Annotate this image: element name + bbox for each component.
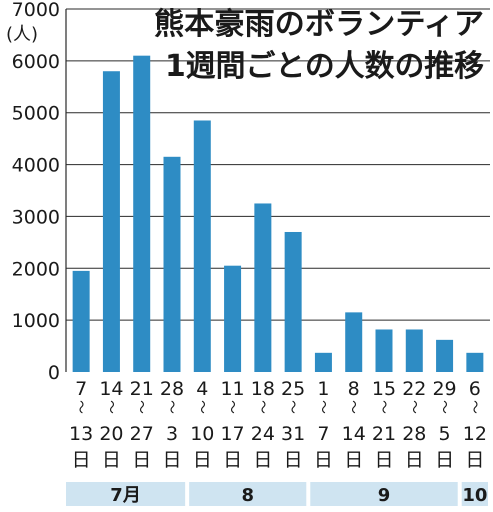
y-tick-label: 7000 (12, 0, 60, 21)
x-tick-start: 29 (432, 378, 456, 400)
x-tick-range-mark: 〜 (102, 400, 118, 414)
y-tick-label: 6000 (12, 51, 60, 73)
x-tick-start: 11 (220, 378, 244, 400)
bars (72, 55, 484, 373)
y-tick-label: 4000 (12, 155, 60, 177)
x-tick-unit: 日 (314, 449, 333, 471)
x-tick-end: 5 (439, 423, 451, 445)
x-tick-range-mark: 〜 (314, 400, 330, 414)
x-tick-end: 28 (402, 423, 426, 445)
x-tick-unit: 日 (374, 449, 393, 471)
bar (345, 312, 363, 372)
x-tick-range-mark: 〜 (133, 400, 149, 414)
month-band-segment (310, 482, 458, 506)
x-tick-range-mark: 〜 (405, 400, 421, 414)
y-tick-label: 3000 (12, 206, 60, 228)
y-tick-label: 1000 (12, 310, 60, 332)
x-tick-start: 15 (372, 378, 396, 400)
bar (405, 329, 423, 372)
x-tick-start: 6 (469, 378, 481, 400)
bar (375, 329, 393, 372)
x-tick-unit: 日 (253, 449, 272, 471)
x-tick-unit: 日 (72, 449, 91, 471)
x-tick-end: 10 (190, 423, 214, 445)
x-tick-end: 3 (166, 423, 178, 445)
bar (254, 203, 272, 372)
bar (314, 352, 332, 372)
x-tick-start: 1 (317, 378, 329, 400)
x-tick-start: 14 (99, 378, 123, 400)
x-tick-end: 20 (99, 423, 123, 445)
x-tick-start: 21 (130, 378, 154, 400)
x-tick-unit: 日 (193, 449, 212, 471)
y-tick-label: 5000 (12, 103, 60, 125)
bar (193, 120, 211, 372)
y-tick-labels: 0 1000 2000 3000 4000 5000 6000 7000 (12, 0, 60, 384)
x-tick-unit: 日 (344, 449, 363, 471)
x-tick-start: 7 (75, 378, 87, 400)
x-tick-end: 31 (281, 423, 305, 445)
month-label: 8 (241, 485, 254, 506)
bar (72, 270, 90, 372)
x-tick-end: 17 (220, 423, 244, 445)
month-band-segment (189, 482, 307, 506)
x-tick-range-mark: 〜 (224, 400, 240, 414)
x-tick-unit: 日 (223, 449, 242, 471)
x-tick-range-mark: 〜 (284, 400, 300, 414)
x-tick-unit: 日 (284, 449, 303, 471)
x-tick-start: 8 (348, 378, 360, 400)
y-axis-label: (人) (6, 24, 38, 45)
bar (102, 71, 120, 372)
x-tick-unit: 日 (435, 449, 454, 471)
month-label: 9 (378, 485, 391, 506)
x-tick-unit: 日 (465, 449, 484, 471)
x-tick-start: 4 (196, 378, 208, 400)
month-label: 10 (462, 485, 487, 506)
month-band: 7月 8 9 10 (66, 482, 488, 506)
x-tick-range-mark: 〜 (466, 400, 482, 414)
bar (163, 156, 181, 372)
x-tick-unit: 日 (132, 449, 151, 471)
x-tick-end: 7 (317, 423, 329, 445)
bar (133, 55, 151, 373)
x-tick-end: 21 (372, 423, 396, 445)
y-tick-label: 2000 (12, 258, 60, 280)
x-tick-range-mark: 〜 (72, 400, 88, 414)
month-label: 7月 (110, 485, 141, 506)
x-tick-end: 14 (342, 423, 366, 445)
month-band-segment (461, 482, 488, 506)
x-tick-unit: 日 (405, 449, 424, 471)
bar (466, 352, 484, 372)
x-tick-end: 24 (251, 423, 275, 445)
chart-title: 熊本豪雨のボランティア (154, 7, 484, 42)
x-tick-start: 22 (402, 378, 426, 400)
x-tick-range-mark: 〜 (375, 400, 391, 414)
x-tick-unit: 日 (162, 449, 181, 471)
bar (436, 339, 454, 372)
x-tick-start: 25 (281, 378, 305, 400)
x-tick-labels: 7〜13日14〜20日21〜27日28〜3日4〜10日11〜17日18〜24日2… (69, 378, 487, 471)
x-tick-end: 27 (130, 423, 154, 445)
x-tick-range-mark: 〜 (254, 400, 270, 414)
x-tick-end: 12 (463, 423, 487, 445)
x-tick-start: 18 (251, 378, 275, 400)
chart-subtitle: 1週間ごとの人数の推移 (165, 49, 484, 84)
x-tick-range-mark: 〜 (345, 400, 361, 414)
bar (224, 265, 242, 372)
x-tick-range-mark: 〜 (436, 400, 452, 414)
x-tick-start: 28 (160, 378, 184, 400)
bar (284, 231, 302, 372)
x-tick-end: 13 (69, 423, 93, 445)
y-tick-label: 0 (48, 362, 60, 384)
x-tick-range-mark: 〜 (193, 400, 209, 414)
x-tick-range-mark: 〜 (163, 400, 179, 414)
x-tick-unit: 日 (102, 449, 121, 471)
month-band-segment (66, 482, 186, 506)
